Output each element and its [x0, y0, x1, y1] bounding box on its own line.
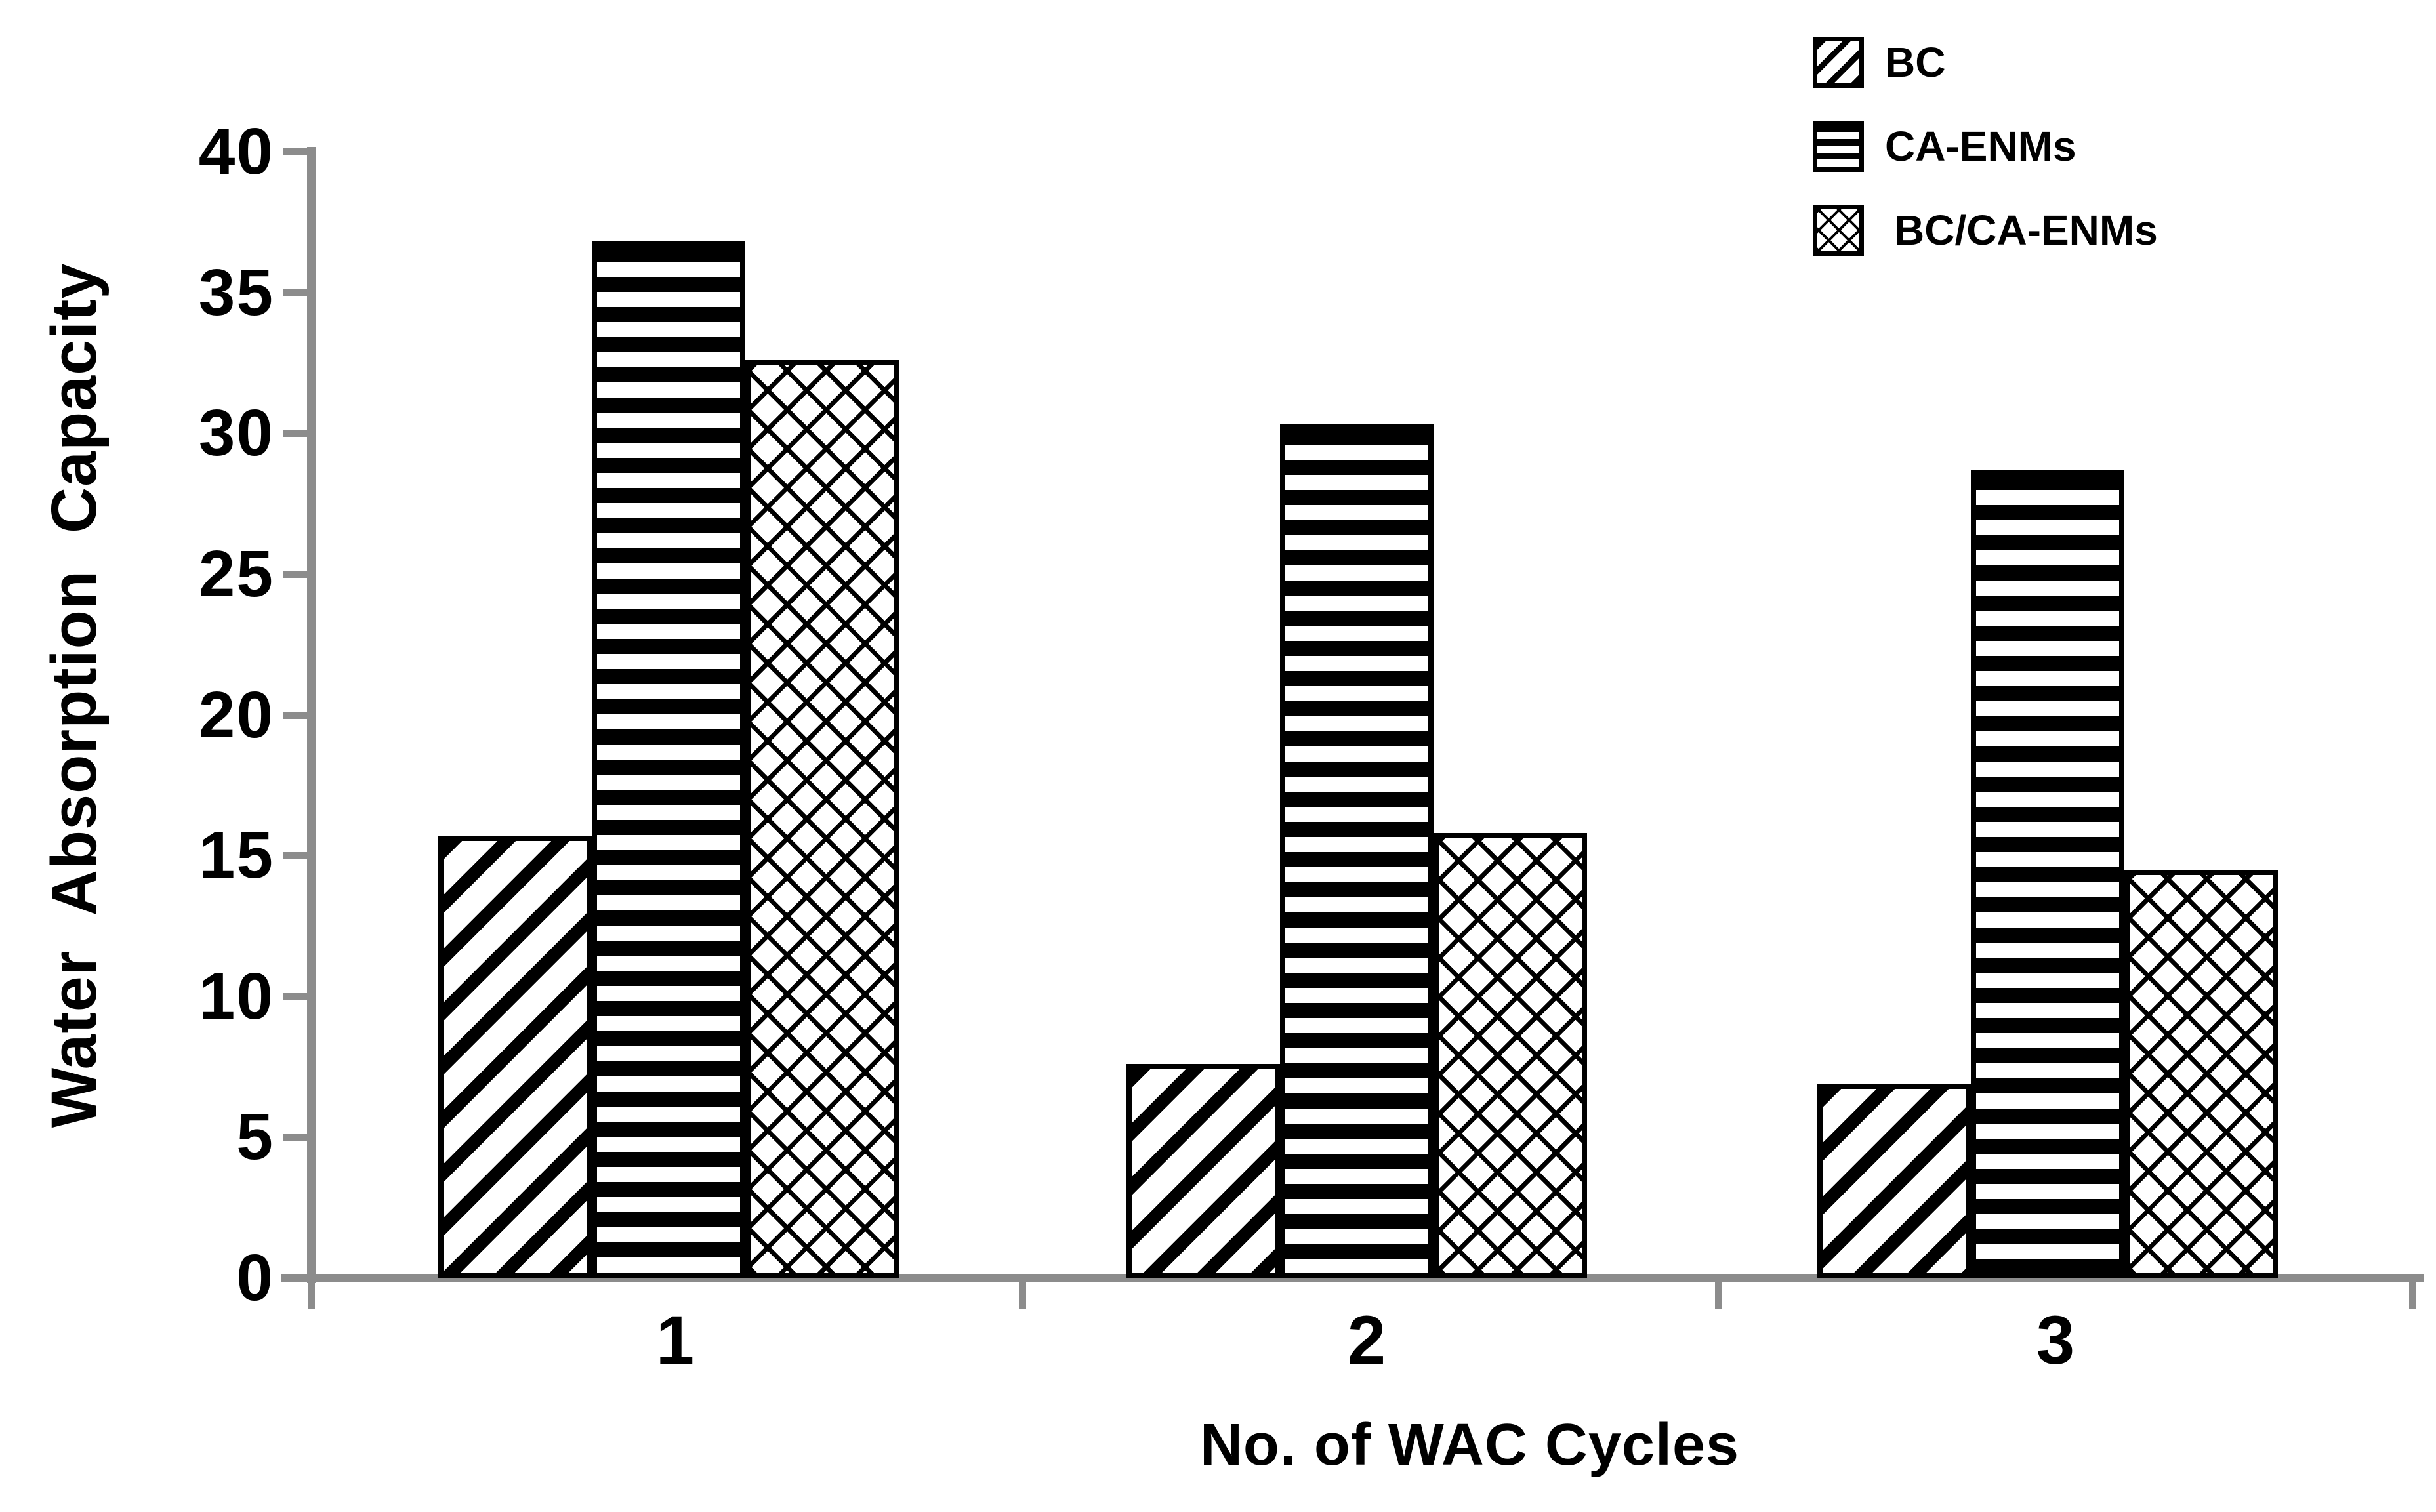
y-tick-label-35: 35 — [198, 255, 274, 329]
bar-CA-ENMs-cycle-2 — [1280, 424, 1434, 1278]
x-category-label-2: 2 — [1347, 1302, 1386, 1379]
bar-CA-ENMs-cycle-1 — [592, 241, 745, 1278]
legend-label: BC/CA-ENMs — [1894, 207, 2158, 254]
y-tick-5 — [283, 1134, 308, 1141]
legend-item-ca-enms: CA-ENMs — [1813, 121, 2158, 172]
y-axis-title: Water Absorption Capacity — [38, 262, 110, 1128]
y-tick-label-30: 30 — [198, 396, 274, 470]
diamond-crosshatch-swatch-icon — [1813, 205, 1864, 256]
y-tick-10 — [283, 992, 308, 1000]
y-axis-line — [307, 147, 316, 1283]
bar-CA-ENMs-cycle-3 — [1971, 470, 2124, 1278]
y-tick-label-25: 25 — [198, 537, 274, 611]
x-category-label-3: 3 — [2036, 1302, 2075, 1379]
bar-BC-cycle-1 — [438, 836, 592, 1278]
horizontal-stripes-swatch-icon — [1813, 121, 1864, 172]
y-tick-40 — [283, 148, 308, 155]
y-tick-label-10: 10 — [198, 959, 274, 1033]
bar-BC-cycle-3 — [1817, 1083, 1971, 1278]
legend-label: CA-ENMs — [1885, 123, 2076, 170]
x-tick-3 — [2409, 1279, 2416, 1309]
x-tick-2 — [1715, 1279, 1722, 1309]
x-tick-1 — [1019, 1279, 1026, 1309]
bar-BC-CA-ENMs-cycle-1 — [745, 359, 899, 1278]
bar-BC-cycle-2 — [1126, 1063, 1280, 1278]
y-tick-label-5: 5 — [236, 1100, 274, 1174]
y-tick-30 — [283, 430, 308, 438]
legend-item-bc: BC — [1813, 37, 2158, 88]
x-tick-0 — [308, 1279, 315, 1309]
y-tick-20 — [283, 711, 308, 719]
diagonal-hatch-swatch-icon — [1813, 37, 1864, 88]
legend-label: BC — [1885, 39, 1946, 86]
bar-BC-CA-ENMs-cycle-2 — [1434, 832, 1587, 1278]
y-tick-label-15: 15 — [198, 819, 274, 893]
y-tick-label-0: 0 — [236, 1241, 274, 1315]
y-tick-label-20: 20 — [198, 678, 274, 752]
y-tick-15 — [283, 852, 308, 860]
y-tick-0 — [283, 1275, 308, 1282]
bar-BC-CA-ENMs-cycle-3 — [2124, 869, 2278, 1278]
legend-item-bc-ca-enms: BC/CA-ENMs — [1813, 205, 2158, 256]
x-axis-title: No. of WAC Cycles — [1199, 1412, 1740, 1478]
x-category-label-1: 1 — [655, 1302, 695, 1379]
y-tick-label-40: 40 — [198, 115, 274, 188]
y-tick-35 — [283, 289, 308, 296]
legend: BC CA-ENMs BC/CA-ENMs — [1813, 37, 2158, 256]
y-tick-25 — [283, 570, 308, 578]
